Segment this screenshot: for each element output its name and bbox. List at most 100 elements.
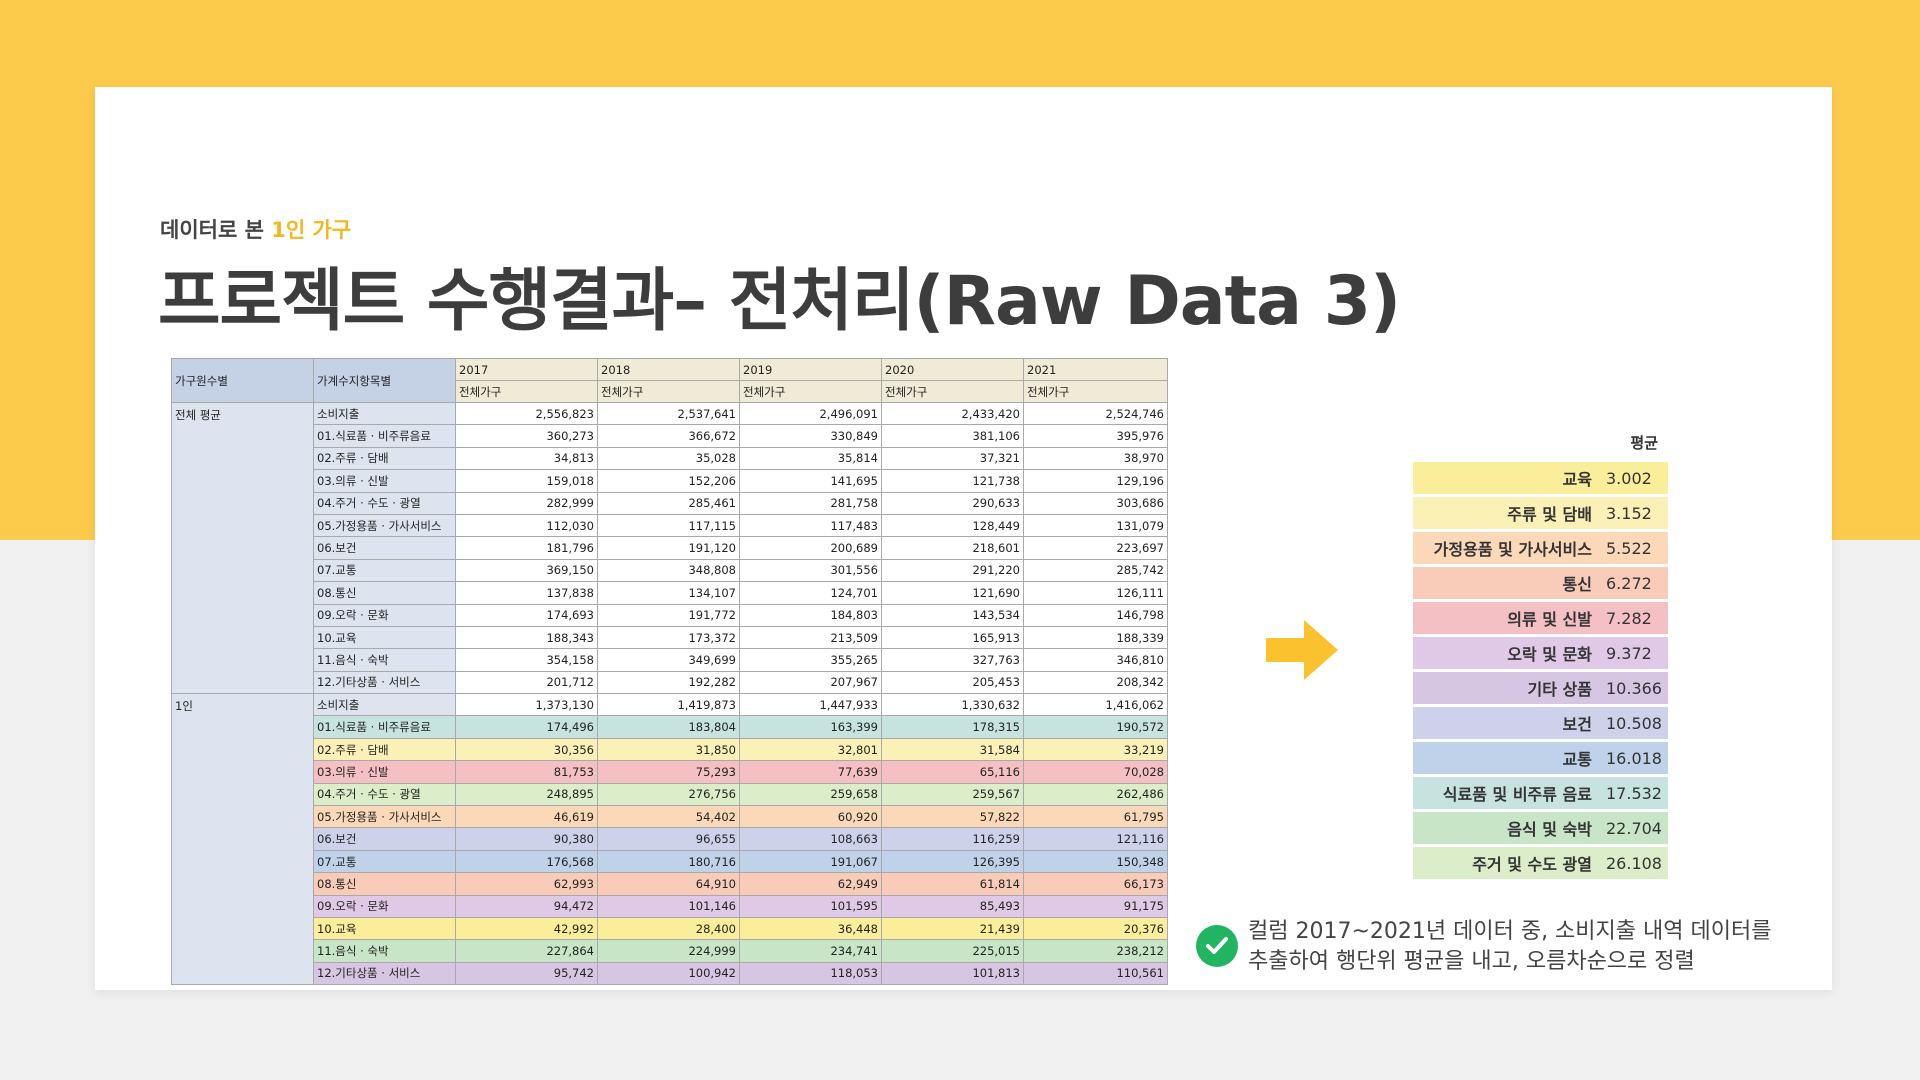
average-value: 6.272 — [1602, 567, 1668, 599]
subtitle-prefix: 데이터로 본 — [160, 218, 272, 242]
value-cell: 143,534 — [881, 603, 1024, 627]
item-cell: 01.식료품 · 비주류음료 — [313, 424, 456, 448]
average-label: 음식 및 숙박 — [1413, 812, 1602, 844]
value-cell: 290,633 — [881, 491, 1024, 515]
item-cell: 소비지출 — [313, 693, 456, 717]
value-cell: 176,568 — [455, 849, 598, 874]
item-cell: 소비지출 — [313, 401, 456, 426]
value-cell: 181,796 — [455, 536, 598, 560]
table-row: 10.교육 188,343 173,372 213,509 165,913 188,339 — [172, 625, 1168, 650]
table-row: 12.기타상품 · 서비스 201,712 192,282 207,967 205,45… — [172, 670, 1168, 695]
average-header: 평균 — [1630, 434, 1658, 452]
item-cell: 05.가정용품 · 가사서비스 — [313, 513, 456, 538]
item-cell: 03.의류 · 신발 — [313, 469, 456, 493]
value-cell: 1,330,632 — [881, 693, 1024, 717]
average-value: 10.508 — [1602, 707, 1668, 739]
value-cell: 285,461 — [597, 491, 740, 515]
value-cell: 163,399 — [739, 715, 882, 739]
average-row: 의류 및 신발 7.282 — [1413, 602, 1668, 634]
value-cell: 118,053 — [739, 961, 882, 986]
value-cell: 218,601 — [881, 536, 1024, 560]
average-table: 교육 3.002 주류 및 담배 3.152 가정용품 및 가사서비스 5.522 통신 6.… — [1413, 459, 1668, 882]
table-row: 03.의류 · 신발 159,018 152,206 141,695 121,738 12… — [172, 469, 1168, 493]
average-label: 기타 상품 — [1413, 672, 1602, 704]
table-row: 11.음식 · 숙박 227,864 224,999 234,741 225,015 23… — [172, 939, 1168, 963]
value-cell: 200,689 — [739, 536, 882, 560]
table-row: 01.식료품 · 비주류음료 174,496 183,804 163,399 178,3… — [172, 715, 1168, 739]
column-subheader: 전체가구 — [455, 380, 598, 403]
value-cell: 303,686 — [1023, 491, 1168, 515]
subtitle-highlight: 1인 가구 — [271, 218, 352, 242]
item-cell: 01.식료품 · 비주류음료 — [313, 715, 456, 739]
value-cell: 81,753 — [455, 760, 598, 784]
column-header-year: 2020 — [881, 358, 1024, 381]
value-cell: 100,942 — [597, 961, 740, 986]
value-cell: 188,343 — [455, 625, 598, 650]
value-cell: 38,970 — [1023, 446, 1168, 471]
value-cell: 349,699 — [597, 648, 740, 672]
table-row: 04.주거 · 수도 · 광열 282,999 285,461 281,758 290,… — [172, 491, 1168, 515]
value-cell: 360,273 — [455, 424, 598, 448]
value-cell: 65,116 — [881, 760, 1024, 784]
value-cell: 238,212 — [1023, 939, 1168, 963]
column-header-item: 가계수지항목별 — [313, 358, 456, 403]
value-cell: 124,701 — [739, 581, 882, 605]
value-cell: 327,763 — [881, 648, 1024, 672]
value-cell: 2,524,746 — [1023, 401, 1168, 426]
value-cell: 66,173 — [1023, 872, 1168, 896]
value-cell: 117,115 — [597, 513, 740, 538]
value-cell: 291,220 — [881, 558, 1024, 583]
value-cell: 57,822 — [881, 805, 1024, 829]
value-cell: 101,813 — [881, 961, 1024, 986]
table-row: 05.가정용품 · 가사서비스 112,030 117,115 117,483 128,… — [172, 513, 1168, 538]
average-row: 오락 및 문화 9.372 — [1413, 637, 1668, 669]
item-cell: 07.교통 — [313, 849, 456, 874]
value-cell: 35,028 — [597, 446, 740, 471]
value-cell: 191,120 — [597, 536, 740, 560]
item-cell: 04.주거 · 수도 · 광열 — [313, 782, 456, 807]
value-cell: 94,472 — [455, 894, 598, 918]
value-cell: 121,690 — [881, 581, 1024, 605]
value-cell: 159,018 — [455, 469, 598, 493]
value-cell: 190,572 — [1023, 715, 1168, 739]
value-cell: 234,741 — [739, 939, 882, 963]
value-cell: 1,416,062 — [1023, 693, 1168, 717]
table-header-row: 가구원수별 가계수지항목별 2017 2018 2019 2020 2021 — [171, 358, 1168, 403]
value-cell: 36,448 — [739, 916, 882, 941]
value-cell: 330,849 — [739, 424, 882, 448]
item-cell: 04.주거 · 수도 · 광열 — [313, 491, 456, 515]
value-cell: 42,992 — [455, 916, 598, 941]
value-cell: 227,864 — [455, 939, 598, 963]
average-value: 10.366 — [1602, 672, 1668, 704]
value-cell: 1,447,933 — [739, 693, 882, 717]
item-cell: 07.교통 — [313, 558, 456, 583]
value-cell: 223,697 — [1023, 536, 1168, 560]
item-cell: 12.기타상품 · 서비스 — [313, 670, 456, 695]
value-cell: 31,584 — [881, 737, 1024, 762]
value-cell: 201,712 — [455, 670, 598, 695]
value-cell: 369,150 — [455, 558, 598, 583]
value-cell: 101,146 — [597, 894, 740, 918]
value-cell: 180,716 — [597, 849, 740, 874]
table-row: 1인 소비지출 1,373,130 1,419,873 1,447,933 1,330,6… — [171, 693, 1168, 986]
value-cell: 137,838 — [455, 581, 598, 605]
average-row: 음식 및 숙박 22.704 — [1413, 812, 1668, 844]
slide-subtitle: 데이터로 본 1인 가구 — [160, 214, 351, 244]
table-row: 11.음식 · 숙박 354,158 349,699 355,265 327,763 34… — [172, 648, 1168, 672]
value-cell: 96,655 — [597, 827, 740, 851]
value-cell: 282,999 — [455, 491, 598, 515]
value-cell: 174,693 — [455, 603, 598, 627]
column-header-year: 2021 — [1023, 358, 1168, 381]
table-row: 07.교통 176,568 180,716 191,067 126,395 150,348 — [172, 849, 1168, 874]
value-cell: 131,079 — [1023, 513, 1168, 538]
item-cell: 10.교육 — [313, 625, 456, 650]
value-cell: 54,402 — [597, 805, 740, 829]
table-row: 08.통신 137,838 134,107 124,701 121,690 126,111 — [172, 581, 1168, 605]
value-cell: 141,695 — [739, 469, 882, 493]
average-row: 가정용품 및 가사서비스 5.522 — [1413, 532, 1668, 564]
value-cell: 30,356 — [455, 737, 598, 762]
value-cell: 85,493 — [881, 894, 1024, 918]
table-row: 09.오락 · 문화 94,472 101,146 101,595 85,493 91,1… — [172, 894, 1168, 918]
value-cell: 207,967 — [739, 670, 882, 695]
value-cell: 101,595 — [739, 894, 882, 918]
